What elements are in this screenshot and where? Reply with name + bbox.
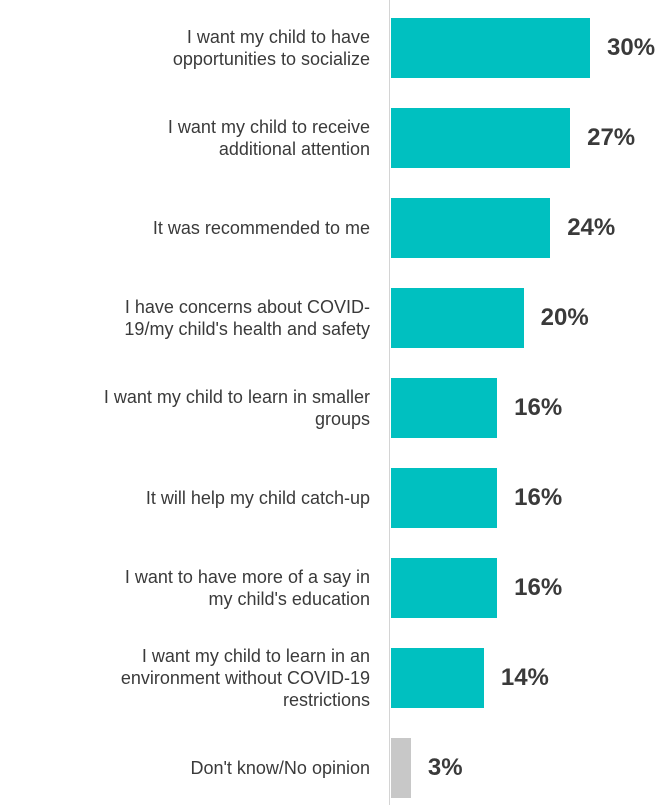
category-label: I want to have more of a say in my child'… — [10, 566, 370, 610]
bar — [391, 198, 551, 258]
category-axis-line — [389, 0, 390, 805]
category-label: I want my child to have opportunities to … — [10, 26, 370, 70]
category-label-line: opportunities to socialize — [172, 49, 370, 69]
category-label-line: I want my child to receive — [167, 117, 370, 137]
data-label: 3% — [427, 754, 463, 781]
category-label-line: 19/my child's health and safety — [124, 319, 370, 339]
category-label-line: It was recommended to me — [152, 218, 370, 238]
category-label: Don't know/No opinion — [10, 757, 370, 779]
category-label-line: I want my child to have — [186, 27, 370, 47]
data-label: 20% — [540, 304, 589, 331]
bar — [391, 558, 498, 618]
category-label-line: I want my child to learn in an — [141, 646, 370, 666]
category-label-line: groups — [314, 409, 370, 429]
category-label-line: It will help my child catch-up — [145, 488, 370, 508]
category-label-line: environment without COVID-19 — [120, 668, 370, 688]
category-label: It will help my child catch-up — [10, 487, 370, 509]
bar — [391, 468, 498, 528]
bar — [391, 288, 524, 348]
category-label-line: my child's education — [208, 589, 370, 609]
category-label-line: I want to have more of a say in — [124, 567, 370, 587]
category-label-line: restrictions — [282, 690, 370, 710]
category-label: I have concerns about COVID- 19/my child'… — [10, 296, 370, 340]
data-label: 16% — [514, 484, 563, 511]
data-label: 14% — [500, 664, 549, 691]
bar — [391, 108, 571, 168]
data-label: 16% — [514, 574, 563, 601]
category-label-line: Don't know/No opinion — [190, 758, 370, 778]
category-label: I want my child to learn in smaller group… — [10, 386, 370, 430]
data-label: 27% — [587, 124, 636, 151]
bar — [391, 18, 590, 78]
category-label: I want my child to receive additional att… — [10, 116, 370, 160]
data-label: 16% — [514, 394, 563, 421]
bar — [391, 648, 484, 708]
category-label-line: additional attention — [218, 139, 370, 159]
category-label-line: I have concerns about COVID- — [124, 297, 370, 317]
category-label-line: I want my child to learn in smaller — [103, 387, 370, 407]
data-label: 30% — [607, 34, 656, 61]
bar — [391, 378, 498, 438]
category-label: It was recommended to me — [10, 217, 370, 239]
bar — [391, 738, 411, 798]
category-label: I want my child to learn in an environmen… — [10, 645, 370, 711]
data-label: 24% — [567, 214, 616, 241]
